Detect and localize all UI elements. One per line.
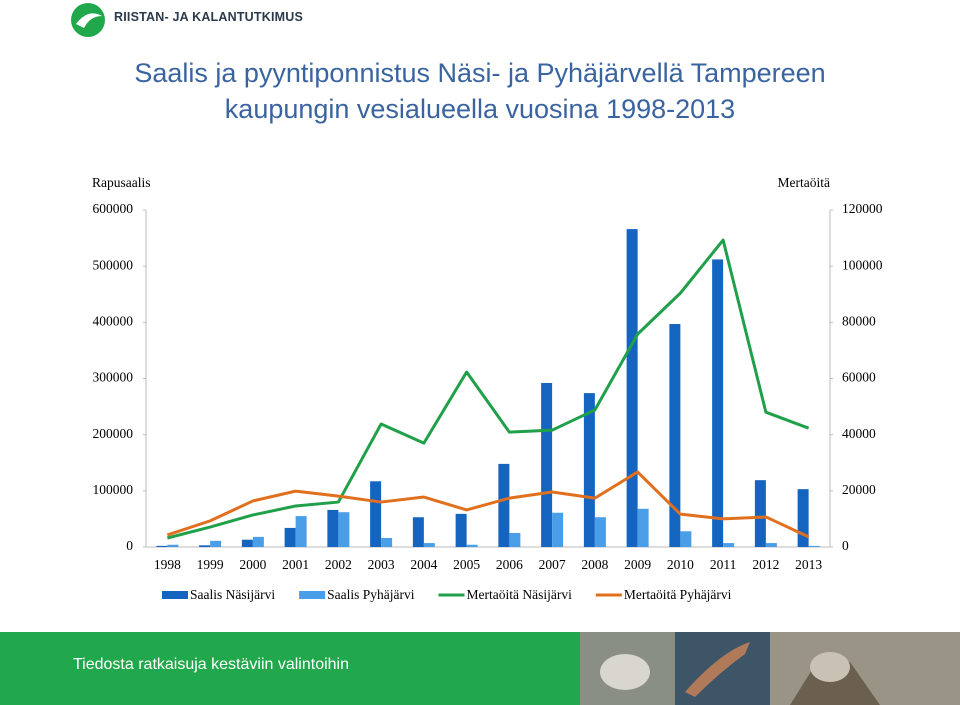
bar: [252, 536, 264, 547]
bar: [156, 545, 168, 547]
logo-mark: [71, 3, 105, 37]
bar: [723, 543, 735, 547]
y2-tick-label: 20000: [842, 482, 876, 497]
legend-label: Saalis Pyhäjärvi: [327, 587, 415, 602]
bar: [680, 531, 692, 547]
line: [166, 470, 810, 539]
x-tick-label: 2011: [710, 557, 737, 572]
bar: [498, 463, 510, 547]
bar: [412, 517, 424, 547]
x-tick-label: 2004: [410, 557, 437, 572]
bar: [626, 229, 638, 547]
bar: [583, 393, 595, 547]
bar: [423, 543, 435, 547]
y-tick-label: 300000: [93, 370, 134, 385]
y-tick-label: 100000: [93, 482, 134, 497]
bar: [797, 489, 809, 547]
y2-tick-label: 80000: [842, 313, 876, 328]
x-tick-label: 2009: [624, 557, 651, 572]
legend-label: Saalis Näsijärvi: [190, 587, 275, 602]
y2-tick-label: 60000: [842, 370, 876, 385]
bar: [765, 543, 777, 547]
logo-text: RIISTAN- JA KALANTUTKIMUS: [114, 10, 304, 24]
y-tick-label: 0: [126, 538, 133, 553]
y2-tick-label: 120000: [842, 201, 883, 216]
x-tick-label: 2006: [496, 557, 523, 572]
footer-text: Tiedosta ratkaisuja kestäviin valintoihi…: [73, 656, 349, 673]
x-tick-label: 2005: [453, 557, 480, 572]
footer: Tiedosta ratkaisuja kestäviin valintoihi…: [0, 632, 960, 705]
bar: [381, 538, 393, 547]
y-tick-label: 400000: [93, 313, 134, 328]
x-tick-label: 2000: [239, 557, 266, 572]
bar: [284, 527, 296, 547]
y2-tick-label: 100000: [842, 257, 883, 272]
legend-label: Mertaöitä Näsijärvi: [466, 587, 572, 602]
x-tick-label: 2013: [795, 557, 822, 572]
bar: [327, 509, 339, 547]
y-tick-label: 200000: [93, 426, 134, 441]
x-tick-label: 1999: [197, 557, 224, 572]
bar: [669, 324, 681, 547]
x-tick-label: 2002: [325, 557, 352, 572]
y-tick-label: 600000: [93, 201, 134, 216]
bar: [338, 512, 350, 547]
bar: [552, 512, 564, 547]
x-tick-label: 2007: [539, 557, 566, 572]
x-tick-label: 2008: [581, 557, 608, 572]
bar: [509, 532, 521, 547]
chart: Rapusaalis Mertaöitä010000020000030000040…: [92, 175, 883, 602]
x-tick-label: 1998: [154, 557, 181, 572]
bar: [594, 517, 606, 547]
bar: [712, 259, 724, 547]
legend-swatch: [162, 591, 188, 599]
y2-tick-label: 40000: [842, 426, 876, 441]
x-tick-label: 2010: [667, 557, 694, 572]
bar: [541, 382, 553, 547]
chart-title: Saalis ja pyyntiponnistus Näsi- ja Pyhäj…: [134, 58, 826, 124]
bar: [167, 544, 179, 547]
legend-swatch: [299, 591, 326, 599]
bar: [199, 545, 211, 547]
bar: [241, 539, 253, 547]
bar: [370, 481, 382, 547]
footer-photos: [580, 632, 960, 705]
y-axis-title: Rapusaalis: [92, 175, 151, 190]
x-tick-label: 2001: [282, 557, 309, 572]
legend-label: Mertaöitä Pyhäjärvi: [624, 587, 732, 602]
bar: [295, 516, 307, 547]
bar: [808, 545, 820, 547]
x-tick-label: 2003: [368, 557, 395, 572]
line: [167, 238, 810, 540]
bar: [754, 480, 766, 547]
bar: [210, 540, 222, 547]
bar: [466, 544, 478, 547]
y-tick-label: 500000: [93, 257, 134, 272]
y2-axis-title: Mertaöitä: [778, 175, 830, 190]
bar: [455, 513, 467, 547]
y2-tick-label: 0: [842, 538, 849, 553]
bar: [637, 508, 649, 547]
x-tick-label: 2012: [752, 557, 779, 572]
